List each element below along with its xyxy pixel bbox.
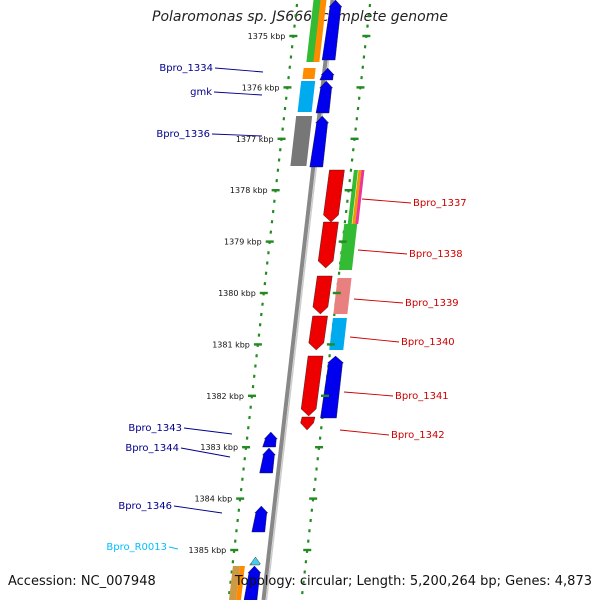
cog-band — [236, 566, 245, 600]
cog-bands — [229, 0, 365, 600]
cog-band — [313, 0, 327, 62]
kbp-tick-label: 1383 kbp — [200, 443, 238, 452]
gene-arrow-bpro-1339 — [312, 275, 333, 315]
cog-band — [290, 116, 313, 166]
gene-arrow-bpro-1337 — [323, 169, 345, 223]
gene-leader-line — [168, 546, 179, 550]
kbp-tick-label: 1377 kbp — [236, 135, 274, 144]
gene-label-bpro-1344: Bpro_1344 — [125, 443, 179, 454]
accession-text: Accession: NC_007948 — [8, 574, 156, 589]
gene-arrow-gmk — [315, 80, 334, 114]
cog-band — [352, 170, 362, 224]
gene-arrow-bottom — [243, 565, 262, 600]
gene-leader-line — [173, 505, 223, 514]
gene-arrow-forward-pair — [320, 355, 345, 419]
gene-label-bpro-1342: Bpro_1342 — [391, 430, 445, 441]
gene-leader-line — [353, 298, 404, 304]
gene-label-bpro-1337: Bpro_1337 — [413, 198, 467, 209]
gene-leader-line — [343, 391, 394, 397]
gene-arrow-bpro-r0013 — [249, 556, 261, 566]
gene-label-bpro-r0013: Bpro_R0013 — [106, 542, 167, 553]
cog-band — [329, 318, 347, 350]
gene-leader-line — [214, 67, 264, 73]
gene-leader-line — [339, 429, 390, 436]
gene-arrow-bpro-1344 — [259, 447, 276, 474]
gene-arrow-bpro-1341 — [300, 355, 324, 417]
cog-band — [333, 278, 352, 314]
gene-leader-line — [211, 133, 263, 137]
kbp-tick-label: 1379 kbp — [224, 238, 262, 247]
cog-band — [347, 170, 358, 224]
kbp-ticks: 1375 kbp 1376 kbp 1377 kbp 1378 kbp 1379 kbp… — [189, 32, 371, 555]
gene-label-bpro-1334: Bpro_1334 — [159, 63, 213, 74]
gene-label-bpro-1346: Bpro_1346 — [118, 501, 172, 512]
gene-label-gmk: gmk — [190, 87, 212, 98]
kbp-tick-label: 1380 kbp — [218, 289, 256, 298]
gene-arrow-bpro-1338 — [317, 221, 339, 269]
kbp-tick-label: 1382 kbp — [206, 392, 244, 401]
kbp-tick-label: 1375 kbp — [248, 32, 286, 41]
kbp-tick-label: 1378 kbp — [230, 186, 268, 195]
cog-band — [306, 0, 322, 62]
gene-arrow-bpro-1334 — [319, 67, 335, 81]
gene-leader-line — [180, 447, 231, 458]
gene-arrows — [243, 0, 345, 600]
map-title: Polaromonas sp. JS666, complete genome — [152, 9, 448, 25]
gene-leader-line — [357, 249, 408, 255]
cog-band — [302, 68, 316, 79]
kbp-tick-label: 1384 kbp — [194, 495, 232, 504]
gene-leader-line — [361, 198, 412, 204]
gene-label-bpro-1336: Bpro_1336 — [156, 129, 210, 140]
gene-label-bpro-1341: Bpro_1341 — [395, 391, 449, 402]
cog-band — [355, 170, 365, 224]
gene-leader-line — [349, 336, 400, 343]
gene-leader-line — [183, 427, 233, 435]
cog-band — [229, 566, 240, 600]
gene-label-bpro-1338: Bpro_1338 — [409, 249, 463, 260]
gene-label-bpro-1343: Bpro_1343 — [128, 423, 182, 434]
gene-arrow-bpro-1342 — [300, 416, 316, 431]
kbp-tick-label: 1376 kbp — [242, 83, 280, 92]
cog-band — [297, 81, 316, 112]
kbp-tick-label: 1385 kbp — [189, 546, 227, 555]
gene-leader-line — [213, 91, 263, 96]
gene-arrow-bpro-1346 — [251, 505, 269, 533]
gene-arrow-top — [321, 0, 343, 61]
genome-summary-text: Topology: circular; Length: 5,200,264 bp… — [234, 574, 592, 589]
gene-arrow-bpro-1343 — [262, 431, 278, 448]
gene-label-bpro-1339: Bpro_1339 — [405, 298, 459, 309]
gene-label-bpro-1340: Bpro_1340 — [401, 337, 455, 348]
gene-arrow-bpro-1340 — [308, 315, 328, 351]
kbp-tick-label: 1381 kbp — [212, 340, 250, 349]
gene-arrow-bpro-1336 — [309, 115, 330, 168]
cog-band — [338, 224, 358, 270]
